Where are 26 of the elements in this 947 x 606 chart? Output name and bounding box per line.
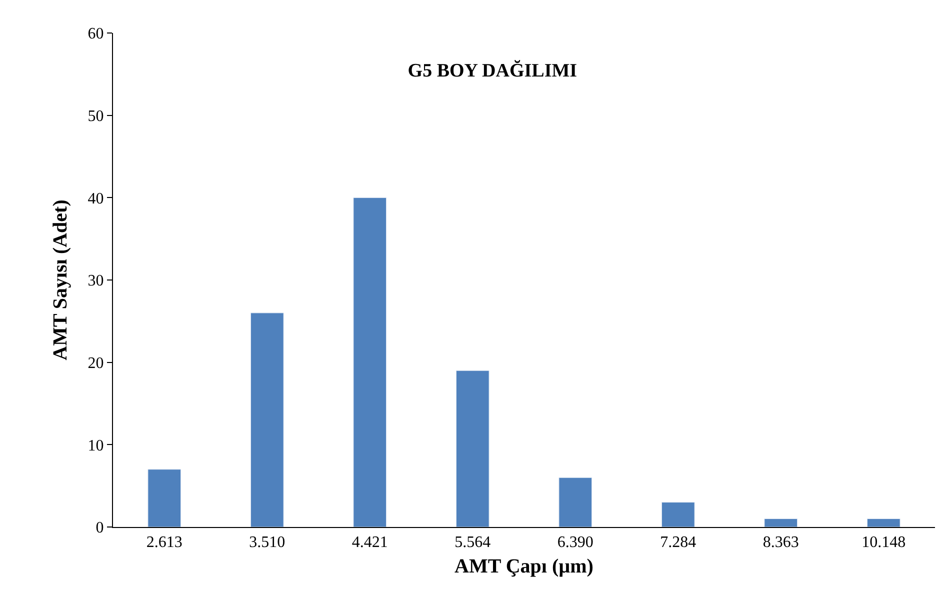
x-tick-label: 10.148 xyxy=(862,534,906,552)
y-tick-label: 30 xyxy=(88,272,104,290)
x-tick-label: 7.284 xyxy=(660,534,696,552)
bar xyxy=(148,469,182,527)
x-tick-label: 4.421 xyxy=(352,534,388,552)
y-axis-title: AMT Sayısı (Adet) xyxy=(49,200,72,360)
bar xyxy=(250,312,284,527)
x-tick-label: 5.564 xyxy=(454,534,491,552)
y-tick-label: 10 xyxy=(88,437,104,454)
bar xyxy=(764,518,798,527)
text: G5 BOY DAĞILIMI xyxy=(408,59,578,82)
y-tick-label: 0 xyxy=(96,520,104,537)
bar xyxy=(661,502,695,527)
y-tick-label: 20 xyxy=(88,354,104,372)
y-tick-label: 50 xyxy=(88,108,104,125)
x-tick-label: 6.390 xyxy=(557,534,594,552)
bar xyxy=(456,370,490,527)
x-tick-label: 2.613 xyxy=(146,534,182,552)
y-tick-label: 40 xyxy=(88,190,104,208)
bar xyxy=(353,197,387,527)
x-axis-title: AMT Çapı (µm) xyxy=(454,556,594,578)
x-tick-label: 3.510 xyxy=(249,534,286,552)
bar xyxy=(558,477,592,527)
y-tick-label: 60 xyxy=(88,26,104,43)
x-tick-label: 8.363 xyxy=(762,534,799,552)
bar xyxy=(866,518,900,527)
